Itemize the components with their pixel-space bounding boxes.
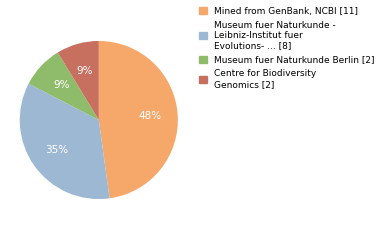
- Wedge shape: [28, 53, 99, 120]
- Text: 35%: 35%: [45, 145, 68, 155]
- Text: 9%: 9%: [77, 66, 93, 76]
- Wedge shape: [20, 84, 109, 199]
- Wedge shape: [58, 41, 99, 120]
- Legend: Mined from GenBank, NCBI [11], Museum fuer Naturkunde -
Leibniz-Institut fuer
Ev: Mined from GenBank, NCBI [11], Museum fu…: [198, 5, 376, 90]
- Wedge shape: [99, 41, 178, 198]
- Text: 48%: 48%: [138, 112, 162, 121]
- Text: 9%: 9%: [53, 80, 70, 90]
